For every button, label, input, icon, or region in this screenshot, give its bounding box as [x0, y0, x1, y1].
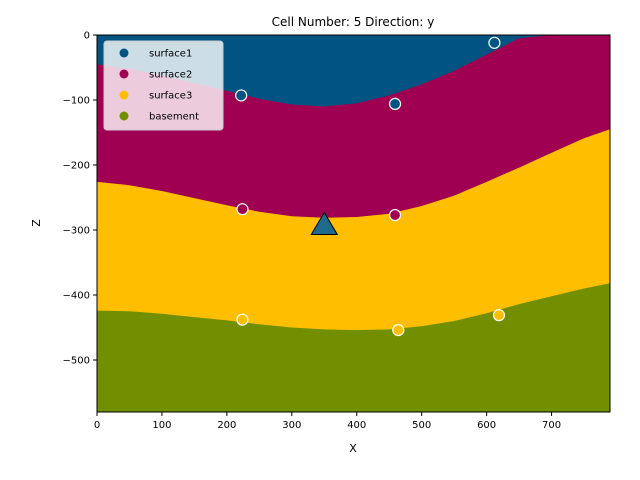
legend-marker-basement	[119, 111, 129, 121]
point-surface1	[235, 89, 248, 102]
point-surface1	[388, 97, 402, 111]
x-tick-label: 600	[477, 420, 496, 431]
x-axis: 0 100 200 300 400 500 600 700	[94, 412, 561, 431]
x-axis-label: X	[349, 442, 357, 455]
legend-label-surface1: surface1	[149, 49, 192, 60]
x-tick-label: 500	[412, 420, 431, 431]
legend-label-surface2: surface2	[149, 70, 192, 81]
y-tick-label: −200	[63, 161, 90, 172]
legend-label-surface3: surface3	[149, 91, 192, 102]
y-tick-label: −400	[63, 291, 90, 302]
x-tick-label: 300	[282, 420, 301, 431]
chart-title: Cell Number: 5 Direction: y	[272, 15, 435, 29]
plot-frame	[96, 34, 611, 413]
x-tick-label: 200	[217, 420, 236, 431]
data-points	[235, 36, 506, 337]
layer-basement	[97, 283, 610, 412]
x-tick-label: 0	[94, 420, 100, 431]
y-axis: 0 −100 −200 −300 −400 −500	[63, 31, 97, 367]
point-surface3	[392, 324, 405, 337]
legend: surface1 surface2 surface3 basement	[103, 40, 224, 131]
point-surface2	[236, 203, 249, 216]
x-tick-label: 400	[347, 420, 366, 431]
plot-area	[97, 35, 610, 412]
y-axis-label: Z	[30, 219, 43, 227]
point-surface3	[492, 309, 506, 322]
point-surface3	[236, 313, 249, 326]
point-surface2	[388, 208, 402, 222]
legend-marker-surface2	[119, 69, 129, 79]
y-tick-label: −100	[63, 96, 90, 107]
point-surface1	[488, 36, 501, 49]
y-tick-label: 0	[84, 31, 90, 42]
orientation-marker	[310, 211, 339, 235]
y-tick-label: −300	[63, 226, 90, 237]
y-tick-label: −500	[63, 356, 90, 367]
x-tick-label: 100	[152, 420, 171, 431]
x-tick-label: 700	[542, 420, 561, 431]
legend-marker-surface3	[119, 90, 129, 100]
legend-marker-surface1	[119, 48, 129, 58]
legend-box	[103, 40, 224, 131]
legend-label-basement: basement	[149, 112, 199, 123]
